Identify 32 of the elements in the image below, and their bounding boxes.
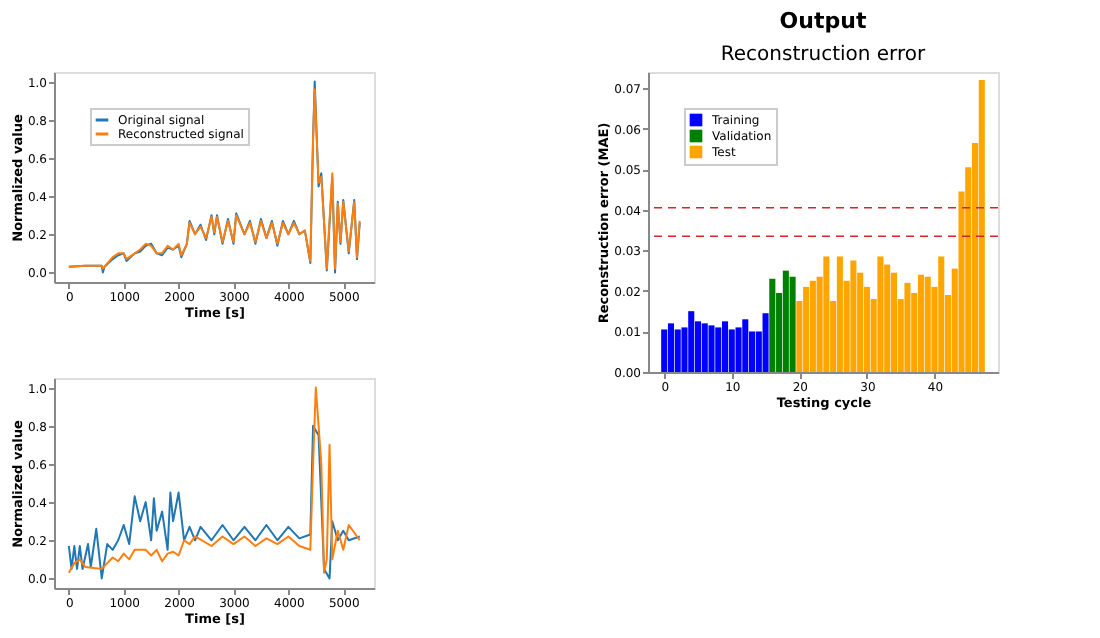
bar bbox=[917, 274, 925, 372]
line-series bbox=[67, 386, 361, 574]
bar bbox=[938, 256, 945, 372]
bar bbox=[762, 313, 769, 372]
bar bbox=[769, 278, 776, 372]
bar bbox=[735, 327, 742, 372]
chart-subtitle: Reconstruction error bbox=[720, 44, 927, 66]
bar bbox=[674, 329, 681, 372]
bar bbox=[884, 264, 891, 372]
line-series bbox=[67, 424, 361, 580]
bar bbox=[850, 260, 857, 372]
bar bbox=[904, 282, 911, 372]
bar bbox=[708, 325, 715, 372]
bar bbox=[715, 327, 722, 372]
bar bbox=[823, 256, 830, 372]
bar bbox=[728, 329, 735, 372]
bar bbox=[742, 319, 749, 372]
bar bbox=[836, 256, 843, 372]
bar bbox=[688, 311, 695, 372]
bar bbox=[667, 323, 675, 372]
bar bbox=[803, 286, 810, 372]
bar bbox=[789, 276, 796, 372]
bar bbox=[877, 256, 884, 372]
bar bbox=[890, 272, 897, 372]
bar bbox=[809, 280, 816, 372]
bar bbox=[701, 323, 708, 372]
bar bbox=[782, 270, 789, 372]
bar bbox=[661, 329, 668, 372]
chart-title: Output bbox=[779, 8, 867, 34]
bar bbox=[924, 276, 931, 372]
bar bbox=[721, 321, 729, 372]
bar bbox=[978, 80, 985, 372]
